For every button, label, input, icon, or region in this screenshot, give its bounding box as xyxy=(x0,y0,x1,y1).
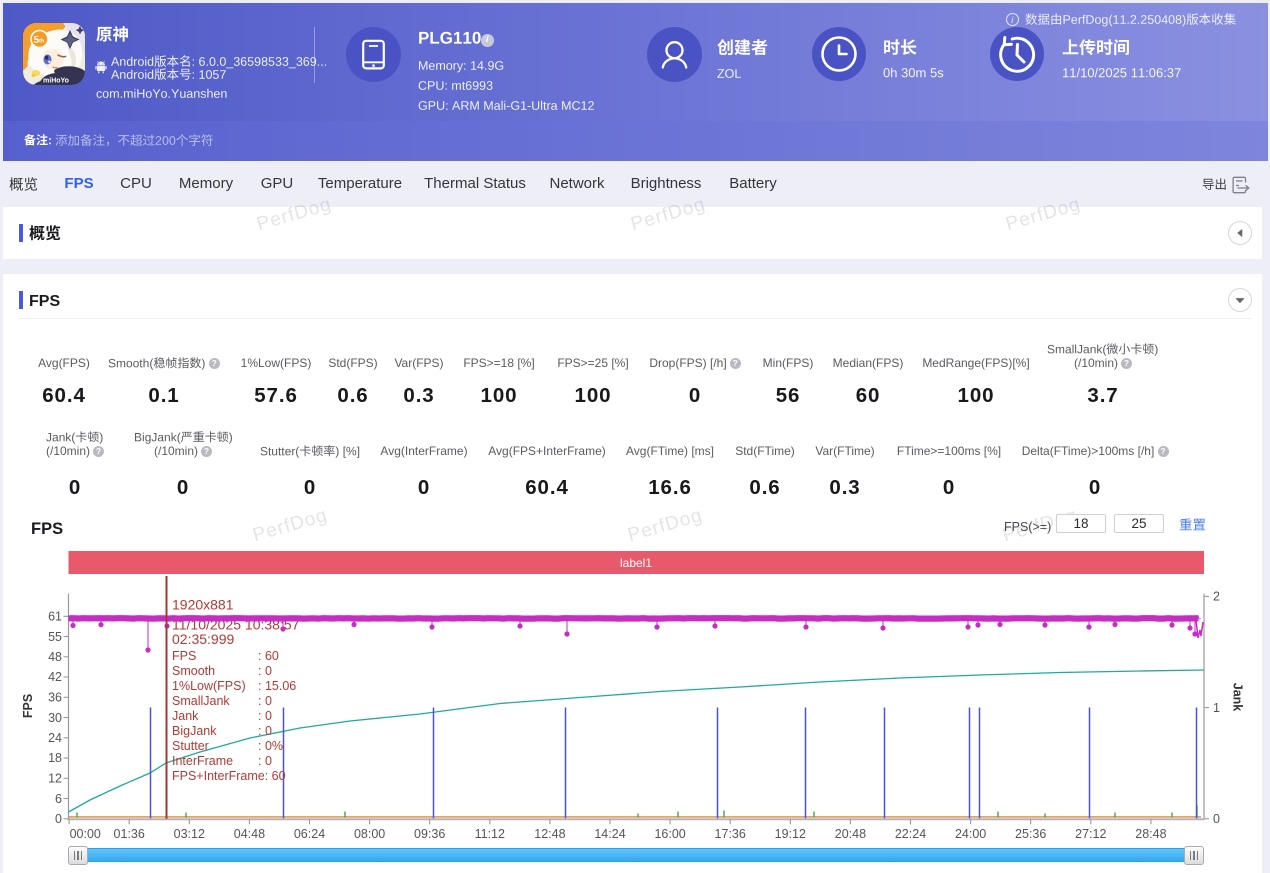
svg-text:11:12: 11:12 xyxy=(475,827,505,841)
svg-text:17:36: 17:36 xyxy=(715,827,746,841)
svg-text:: 0: : 0 xyxy=(258,694,272,708)
svg-text:Stutter: Stutter xyxy=(172,739,209,753)
svg-text:42: 42 xyxy=(48,670,62,684)
svg-text:: 0: : 0 xyxy=(258,724,272,738)
svg-text:08:00: 08:00 xyxy=(354,827,385,841)
svg-text:06:24: 06:24 xyxy=(294,827,325,841)
svg-text:: 0: : 0 xyxy=(258,709,272,723)
svg-text:label1: label1 xyxy=(620,556,652,570)
svg-text:55: 55 xyxy=(48,630,62,644)
svg-text:14:24: 14:24 xyxy=(594,827,625,841)
svg-text:25:36: 25:36 xyxy=(1015,827,1046,841)
svg-text:28:48: 28:48 xyxy=(1135,827,1166,841)
svg-text:1: 1 xyxy=(1213,701,1220,715)
svg-text:04:48: 04:48 xyxy=(234,827,265,841)
svg-text:30: 30 xyxy=(48,711,62,725)
svg-text:: 0%: : 0% xyxy=(258,739,283,753)
svg-text:FPS+InterFrame: 60: FPS+InterFrame: 60 xyxy=(172,769,286,783)
svg-text:FPS: FPS xyxy=(21,694,35,718)
svg-text:02:35:999: 02:35:999 xyxy=(172,631,234,647)
svg-text:24:00: 24:00 xyxy=(955,827,986,841)
svg-text:Smooth: Smooth xyxy=(172,664,215,678)
svg-text:12:48: 12:48 xyxy=(534,827,565,841)
svg-text:24: 24 xyxy=(48,731,62,745)
svg-text:19:12: 19:12 xyxy=(775,827,806,841)
svg-text:61: 61 xyxy=(48,610,62,624)
svg-text:36: 36 xyxy=(48,691,62,705)
svg-text:2: 2 xyxy=(1213,590,1220,604)
svg-text:: 0: : 0 xyxy=(258,664,272,678)
svg-text:09:36: 09:36 xyxy=(414,827,445,841)
svg-text:20:48: 20:48 xyxy=(835,827,866,841)
svg-text:27:12: 27:12 xyxy=(1075,827,1106,841)
svg-text:16:00: 16:00 xyxy=(654,827,685,841)
svg-text:6: 6 xyxy=(55,792,62,806)
svg-text:: 60: : 60 xyxy=(258,649,279,663)
svg-text:BigJank: BigJank xyxy=(172,724,217,738)
svg-text:5th: 5th xyxy=(34,35,45,46)
svg-text:1920x881: 1920x881 xyxy=(172,597,234,613)
svg-text:SmallJank: SmallJank xyxy=(172,694,230,708)
svg-text:22:24: 22:24 xyxy=(895,827,926,841)
svg-text:0: 0 xyxy=(55,812,62,826)
svg-text:48: 48 xyxy=(48,650,62,664)
svg-text:01:36: 01:36 xyxy=(114,827,145,841)
svg-text:Jank: Jank xyxy=(172,709,199,723)
svg-text:03:12: 03:12 xyxy=(174,827,205,841)
svg-text:1%Low(FPS): 1%Low(FPS) xyxy=(172,679,246,693)
svg-text:12: 12 xyxy=(48,772,62,786)
svg-text:: 15.06: : 15.06 xyxy=(258,679,296,693)
svg-text:18: 18 xyxy=(48,751,62,765)
svg-text:InterFrame: InterFrame xyxy=(172,754,233,768)
svg-text:0: 0 xyxy=(1213,812,1220,826)
svg-text:Jank: Jank xyxy=(1231,683,1245,712)
svg-text:FPS: FPS xyxy=(172,649,196,663)
svg-text:miHoYo: miHoYo xyxy=(43,78,69,85)
svg-text:00:00: 00:00 xyxy=(70,827,101,841)
svg-text:: 0: : 0 xyxy=(258,754,272,768)
